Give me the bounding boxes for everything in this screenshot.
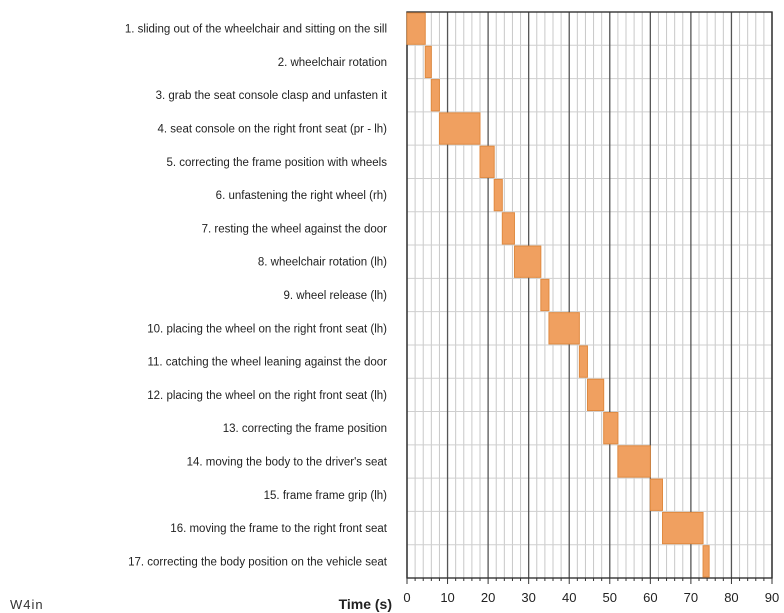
task-bar-12 [586,378,605,412]
task-label-7: 7. resting the wheel against the door [202,223,388,235]
grid-layer [406,11,773,579]
task-labels: 1. sliding out of the wheelchair and sit… [125,24,388,569]
task-label-5: 5. correcting the frame position with wh… [166,157,387,169]
task-bar-14 [617,445,651,478]
x-axis: 0 10 20 30 40 50 60 70 80 90 [403,578,779,605]
task-label-11: 11. catching the wheel leaning against t… [147,357,387,369]
task-bar-17 [702,545,710,578]
task-label-17: 17. correcting the body position on the … [128,556,388,568]
task-bar-16 [662,511,704,545]
x-tick-label: 50 [603,590,617,605]
x-tick-label: 80 [724,590,738,605]
x-tick-label: 30 [521,590,535,605]
task-label-15: 15. frame frame grip (lh) [264,490,388,502]
x-tick-label: 0 [403,590,410,605]
task-bar-3 [430,79,440,112]
x-tick-label: 10 [440,590,454,605]
task-bar-9 [540,278,550,312]
task-bar-15 [649,478,663,511]
task-bar-8 [513,245,542,278]
task-label-16: 16. moving the frame to the right front … [170,523,388,535]
task-bar-10 [548,312,580,345]
task-bar-11 [578,345,588,378]
task-bar-4 [438,112,481,145]
x-tick-label: 40 [562,590,576,605]
task-label-2: 2. wheelchair rotation [278,57,387,69]
task-bar-6 [493,178,503,212]
x-axis-title: Time (s) [339,596,392,612]
task-bar-2 [424,45,432,79]
task-label-1: 1. sliding out of the wheelchair and sit… [125,24,387,36]
task-label-9: 9. wheel release (lh) [283,290,387,302]
task-label-10: 10. placing the wheel on the right front… [147,323,387,335]
task-bar-1 [406,12,426,45]
task-bar-13 [603,412,619,445]
task-bar-5 [479,145,495,178]
x-tick-label: 70 [684,590,698,605]
bars-layer [406,12,710,578]
task-label-4: 4. seat console on the right front seat … [158,124,388,136]
task-label-14: 14. moving the body to the driver's seat [187,456,388,468]
x-tick-label: 20 [481,590,495,605]
task-label-8: 8. wheelchair rotation (lh) [258,257,387,269]
task-label-3: 3. grab the seat console clasp and unfas… [156,90,388,102]
x-tick-label: 90 [765,590,779,605]
corner-label: W4in [10,597,44,612]
task-bar-7 [501,212,515,245]
task-label-6: 6. unfastening the right wheel (rh) [216,190,387,202]
task-label-12: 12. placing the wheel on the right front… [147,390,387,402]
x-tick-label: 60 [643,590,657,605]
task-label-13: 13. correcting the frame position [223,423,387,435]
plot-frame [406,11,773,579]
